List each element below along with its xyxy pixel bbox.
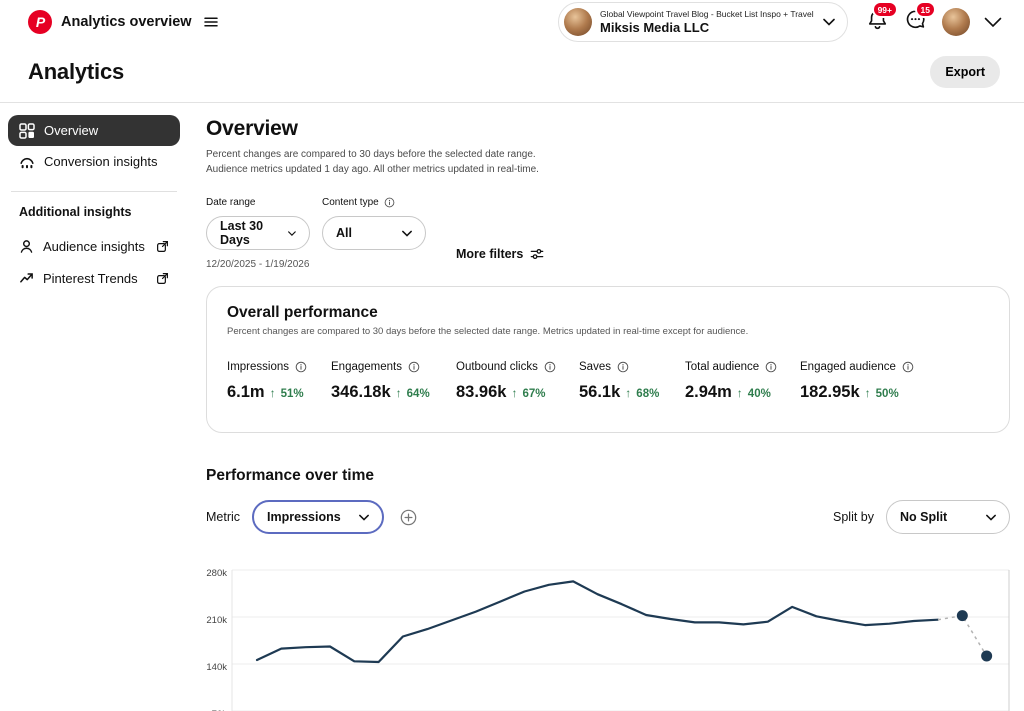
up-arrow-icon: ↑	[625, 386, 631, 400]
messages-button[interactable]: 15	[904, 8, 927, 36]
sidebar-item-pinterest-trends[interactable]: Pinterest Trends	[8, 263, 180, 293]
section-title: Overview	[206, 117, 1010, 141]
performance-over-time-title: Performance over time	[206, 467, 1010, 485]
filters-row: Date range Last 30 Days 12/20/2025 - 1/1…	[206, 197, 1010, 270]
main-content: Overview Percent changes are compared to…	[188, 103, 1024, 711]
content-type-dropdown[interactable]: All	[322, 216, 426, 250]
metric-saves: Saves 56.1k↑68%	[579, 361, 685, 402]
account-board-name: Global Viewpoint Travel Blog - Bucket Li…	[600, 9, 815, 19]
external-link-icon	[156, 272, 169, 285]
info-icon[interactable]	[617, 361, 629, 373]
split-by-dropdown[interactable]: No Split	[886, 500, 1010, 534]
section-subtitle: Percent changes are compared to 30 days …	[206, 147, 558, 177]
chevron-down-icon	[288, 230, 296, 237]
sidebar-item-label: Conversion insights	[44, 154, 157, 169]
chevron-down-icon	[986, 514, 996, 521]
trend-arrow-icon	[19, 271, 34, 286]
grid-icon	[19, 123, 35, 139]
account-menu-chevron-icon[interactable]	[984, 17, 1002, 28]
sidebar-item-overview[interactable]: Overview	[8, 115, 180, 146]
metric-total-audience: Total audience 2.94m↑40%	[685, 361, 800, 402]
info-icon[interactable]	[544, 361, 556, 373]
up-arrow-icon: ↑	[270, 386, 276, 400]
metric-engagements: Engagements 346.18k↑64%	[331, 361, 456, 402]
pinterest-logo-icon[interactable]: P	[28, 10, 52, 34]
sidebar-item-label: Overview	[44, 123, 98, 138]
up-arrow-icon: ↑	[865, 386, 871, 400]
up-arrow-icon: ↑	[737, 386, 743, 400]
info-icon[interactable]	[408, 361, 420, 373]
sidebar: Overview Conversion insights Additional …	[0, 103, 188, 711]
date-range-detail: 12/20/2025 - 1/19/2026	[206, 259, 310, 270]
split-by-label: Split by	[833, 510, 874, 524]
conversion-funnel-icon	[19, 154, 35, 170]
chevron-down-icon	[402, 230, 412, 237]
info-icon[interactable]	[295, 361, 307, 373]
sidebar-item-audience-insights[interactable]: Audience insights	[8, 231, 180, 261]
add-metric-button[interactable]	[400, 509, 417, 526]
notifications-badge: 99+	[872, 1, 898, 18]
metric-label: Metric	[206, 510, 240, 524]
date-range-dropdown[interactable]: Last 30 Days	[206, 216, 310, 250]
profile-avatar[interactable]	[942, 8, 970, 36]
date-range-label: Date range	[206, 197, 310, 208]
plus-circle-icon	[400, 509, 417, 526]
info-icon[interactable]	[384, 197, 395, 208]
sidebar-divider	[11, 191, 177, 192]
page-title: Analytics	[28, 59, 124, 85]
sliders-icon	[530, 247, 544, 261]
chevron-down-icon	[823, 18, 835, 26]
svg-text:210k: 210k	[206, 615, 227, 626]
person-icon	[19, 239, 34, 254]
metric-outbound-clicks: Outbound clicks 83.96k↑67%	[456, 361, 579, 402]
svg-text:P: P	[36, 14, 46, 30]
top-bar: P Analytics overview Global Viewpoint Tr…	[0, 0, 1024, 44]
account-switcher[interactable]: Global Viewpoint Travel Blog - Bucket Li…	[558, 2, 848, 42]
chart-controls: Metric Impressions Split by No Split	[206, 500, 1010, 534]
up-arrow-icon: ↑	[396, 386, 402, 400]
card-title: Overall performance	[227, 304, 989, 322]
messages-badge: 15	[915, 1, 936, 18]
info-icon[interactable]	[902, 361, 914, 373]
notifications-button[interactable]: 99+	[866, 8, 889, 36]
account-business-name: Miksis Media LLC	[600, 20, 815, 35]
up-arrow-icon: ↑	[511, 386, 517, 400]
metric-engaged-audience: Engaged audience 182.95k↑50%	[800, 361, 914, 402]
metric-dropdown[interactable]: Impressions	[252, 500, 384, 534]
app-title: Analytics overview	[61, 14, 192, 30]
export-button[interactable]: Export	[930, 56, 1000, 88]
menu-icon[interactable]	[204, 15, 218, 29]
account-avatar	[564, 8, 592, 36]
metrics-row: Impressions 6.1m↑51% Engagements 346.18k…	[227, 361, 989, 402]
metric-impressions: Impressions 6.1m↑51%	[227, 361, 331, 402]
topbar-right: Global Viewpoint Travel Blog - Bucket Li…	[558, 2, 1002, 42]
svg-text:280k: 280k	[206, 568, 227, 579]
sidebar-section-title: Additional insights	[8, 205, 180, 219]
sidebar-item-label: Audience insights	[43, 239, 145, 254]
more-filters-button[interactable]: More filters	[456, 247, 544, 261]
page-header: Analytics Export	[0, 44, 1024, 102]
content-type-label: Content type	[322, 197, 379, 208]
overall-performance-card: Overall performance Percent changes are …	[206, 286, 1010, 433]
info-icon[interactable]	[765, 361, 777, 373]
sidebar-item-conversion-insights[interactable]: Conversion insights	[8, 146, 180, 177]
performance-line-chart[interactable]: 280k210k140k70kDec 20Dec 24Dec 28Jan 1Ja…	[206, 556, 1010, 711]
card-subtitle: Percent changes are compared to 30 days …	[227, 326, 989, 337]
svg-text:140k: 140k	[206, 662, 227, 673]
chevron-down-icon	[359, 514, 369, 521]
chart-area: 280k210k140k70kDec 20Dec 24Dec 28Jan 1Ja…	[206, 556, 1010, 711]
sidebar-item-label: Pinterest Trends	[43, 271, 138, 286]
external-link-icon	[156, 240, 169, 253]
